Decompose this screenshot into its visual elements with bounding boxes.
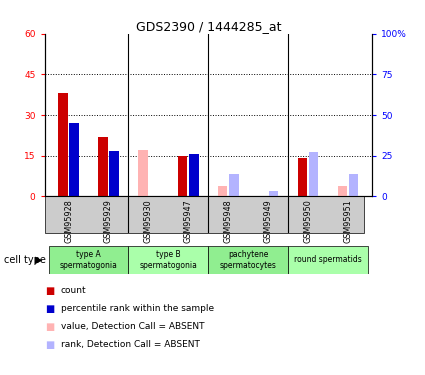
Text: GSM95947: GSM95947 [184,199,193,243]
Bar [337,186,347,196]
Text: GSM95948: GSM95948 [224,199,233,243]
Text: GSM95930: GSM95930 [144,199,153,243]
Text: ■: ■ [45,304,54,313]
Text: cell type: cell type [4,255,46,265]
FancyBboxPatch shape [288,246,368,274]
Bar [178,156,187,196]
FancyBboxPatch shape [128,246,208,274]
Bar [298,158,307,196]
Text: value, Detection Call = ABSENT: value, Detection Call = ABSENT [61,322,204,331]
Text: ■: ■ [45,286,54,296]
Bar [138,150,147,196]
Text: GSM95949: GSM95949 [264,199,272,243]
Text: count: count [61,286,86,295]
Bar [69,123,79,196]
Text: ■: ■ [45,322,54,332]
FancyBboxPatch shape [48,246,128,274]
Text: type A
spermatogonia: type A spermatogonia [60,250,117,270]
FancyBboxPatch shape [208,246,288,274]
Text: GSM95929: GSM95929 [104,199,113,243]
Bar [349,174,358,196]
Text: round spermatids: round spermatids [294,255,362,264]
Text: rank, Detection Call = ABSENT: rank, Detection Call = ABSENT [61,340,200,349]
Bar [109,151,119,196]
Bar [189,154,198,196]
Text: GSM95928: GSM95928 [64,199,73,243]
Text: ■: ■ [45,340,54,350]
Text: GSM95950: GSM95950 [303,199,312,243]
Bar [58,93,68,196]
Bar [218,186,227,196]
FancyBboxPatch shape [45,196,364,232]
Text: percentile rank within the sample: percentile rank within the sample [61,304,214,313]
Text: GSM95951: GSM95951 [343,199,352,243]
Bar [98,137,108,196]
Text: pachytene
spermatocytes: pachytene spermatocytes [220,250,277,270]
Bar [229,174,238,196]
Text: ▶: ▶ [35,255,43,265]
Title: GDS2390 / 1444285_at: GDS2390 / 1444285_at [136,20,281,33]
Bar [269,192,278,196]
Bar [309,153,318,197]
Text: type B
spermatogonia: type B spermatogonia [139,250,197,270]
